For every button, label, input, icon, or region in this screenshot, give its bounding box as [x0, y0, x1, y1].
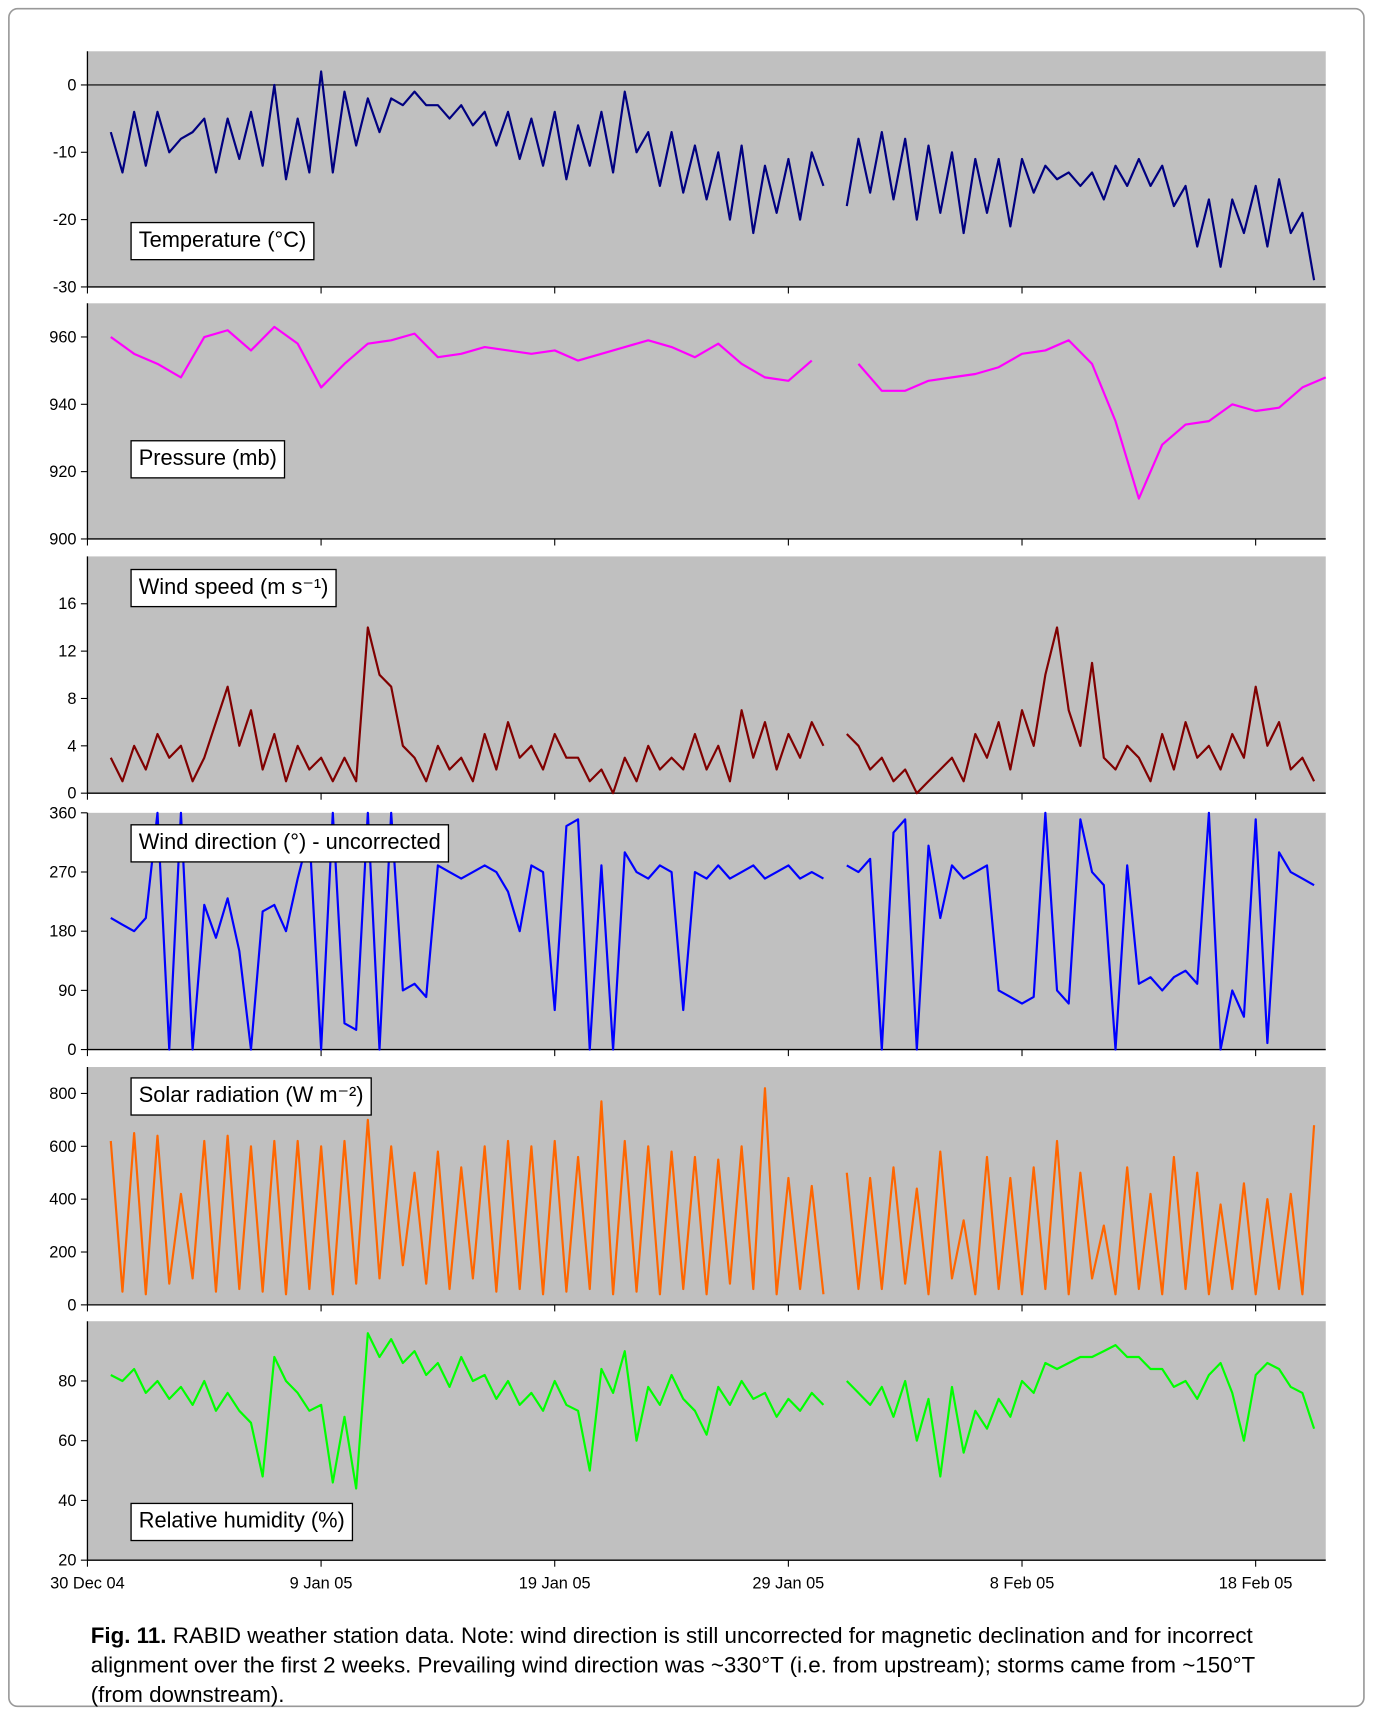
- y-tick-label: 16: [58, 595, 76, 613]
- x-tick-label: 19 Jan 05: [519, 1575, 591, 1593]
- panel-label: Solar radiation (W m⁻²): [139, 1082, 364, 1107]
- data-line: [110, 811, 1315, 1051]
- plot-area: [87, 303, 1326, 539]
- y-tick-label: 4: [67, 737, 76, 755]
- y-tick-label: 0: [67, 1296, 76, 1314]
- panel-label: Wind speed (m s⁻¹): [139, 574, 329, 599]
- panel-label: Wind direction (°) - uncorrected: [139, 829, 441, 854]
- y-tick-label: 0: [67, 785, 76, 803]
- x-tick-label: 8 Feb 05: [990, 1575, 1055, 1593]
- y-tick-label: 400: [49, 1191, 76, 1209]
- x-tick-label: 9 Jan 05: [290, 1575, 353, 1593]
- y-tick-label: 0: [67, 76, 76, 94]
- panel-label: Relative humidity (%): [139, 1508, 345, 1533]
- panel: 0 4 8 12 16 Wind speed (m s⁻¹): [58, 556, 1326, 803]
- panel: 20 40 60 80 30 Dec 04 9 Jan 05 19 Jan 05 29 Jan…: [50, 1321, 1326, 1593]
- y-tick-label: -10: [53, 144, 77, 162]
- y-tick-label: -30: [53, 278, 77, 296]
- data-line: [110, 1332, 1316, 1490]
- label-box: [130, 824, 450, 863]
- y-tick-label: 800: [49, 1085, 76, 1103]
- caption-text: RABID weather station data. Note: wind d…: [167, 1623, 1254, 1648]
- y-tick-label: 60: [58, 1432, 76, 1450]
- panel-label: Temperature (°C): [139, 227, 307, 252]
- label-box: [130, 568, 337, 608]
- panel: 0 200 400 600 800 Solar radiation (W m⁻²): [49, 1067, 1326, 1314]
- y-tick-label: 920: [49, 463, 76, 481]
- y-tick-label: 600: [49, 1138, 76, 1156]
- y-tick-label: -20: [53, 211, 77, 229]
- x-tick-label: 29 Jan 05: [752, 1575, 824, 1593]
- y-tick-label: 90: [58, 982, 76, 1000]
- data-line: [110, 325, 1327, 500]
- y-tick-label: 12: [58, 643, 76, 661]
- label-box: [130, 1077, 372, 1116]
- label-box: [130, 221, 315, 261]
- panel-label: Pressure (mb): [139, 445, 277, 470]
- y-tick-label: 80: [58, 1372, 76, 1390]
- y-tick-label: 40: [58, 1492, 76, 1510]
- caption-line: Fig. 11. RABID weather station data. Not…: [91, 1623, 1254, 1648]
- caption-line: (from downstream).: [91, 1682, 285, 1707]
- y-tick-label: 270: [49, 863, 76, 881]
- label-box: [130, 440, 286, 479]
- panel: 0 90 180 270 360 Wind direction (°) - uncorre…: [49, 804, 1326, 1059]
- y-tick-label: 200: [49, 1243, 76, 1261]
- label-box: [130, 1502, 354, 1542]
- x-tick-label: 30 Dec 04: [50, 1575, 125, 1593]
- y-tick-label: 8: [67, 690, 76, 708]
- y-tick-label: 900: [49, 530, 76, 548]
- y-tick-label: 960: [49, 328, 76, 346]
- caption-line: alignment over the first 2 weeks. Prevai…: [91, 1653, 1256, 1678]
- data-line: [109, 1087, 1316, 1296]
- data-line: [109, 626, 1316, 795]
- y-tick-label: 180: [49, 923, 76, 941]
- panel: -30 -20 -10 0 Temperature (°C): [53, 51, 1326, 296]
- data-line: [109, 70, 1316, 281]
- y-tick-label: 0: [67, 1041, 76, 1059]
- y-tick-label: 360: [49, 804, 76, 822]
- panel: 900 920 940 960 Pressure (mb): [49, 303, 1327, 548]
- caption-label: Fig. 11.: [91, 1623, 167, 1648]
- y-tick-label: 20: [58, 1552, 76, 1570]
- y-tick-label: 940: [49, 396, 76, 414]
- x-tick-label: 18 Feb 05: [1219, 1575, 1293, 1593]
